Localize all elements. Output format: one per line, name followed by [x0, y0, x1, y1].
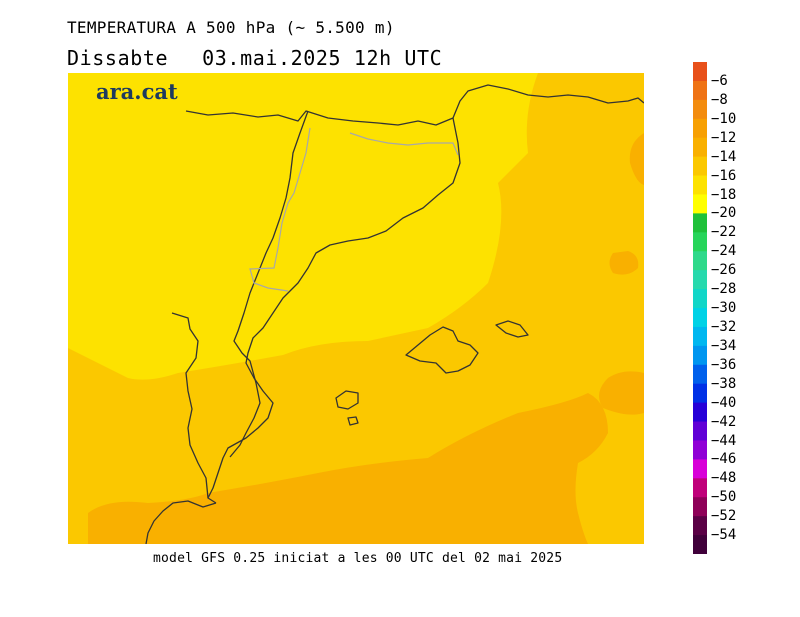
map-subtitle: Dissabte 03.mai.2025 12h UTC [67, 46, 442, 70]
colorbar-label: −14 [711, 148, 737, 165]
colorbar-swatch [693, 251, 707, 271]
western-border-line [229, 110, 309, 458]
colorbar-swatch [693, 402, 707, 423]
colorbar-label: −18 [711, 186, 737, 203]
colorbar-label: −6 [711, 72, 728, 89]
colorbar-swatch [693, 213, 707, 233]
colorbar-swatch [693, 175, 707, 195]
forecast-day: Dissabte [67, 46, 169, 70]
colorbar-swatch [693, 345, 707, 366]
colorbar-label: −32 [711, 318, 737, 335]
colorbar-swatch [693, 232, 707, 252]
colorbar-label: −36 [711, 356, 737, 373]
northern-border-line [185, 84, 644, 126]
colorbar-swatch [693, 459, 707, 479]
temp-zone-minus14-mid [609, 251, 639, 275]
colorbar-label: −10 [711, 110, 737, 127]
colorbar-label: −22 [711, 224, 737, 241]
colorbar-swatch [693, 421, 707, 441]
catalonia-border [249, 127, 311, 292]
colorbar-swatch [693, 478, 707, 498]
inland-border-west [171, 312, 209, 499]
colorbar-swatch [693, 383, 707, 404]
colorbar-swatch [693, 497, 707, 517]
colorbar-swatch [693, 137, 707, 158]
colorbar-swatch [693, 80, 707, 101]
colorbar-label: −28 [711, 281, 737, 298]
temp-zone-minus14 [88, 393, 608, 544]
colorbar-label: −42 [711, 413, 737, 430]
temp-zone-minus14-east [599, 371, 644, 415]
temp-zone-minus14-ne [629, 133, 644, 185]
catalan-coastline [207, 117, 461, 504]
colorbar-swatch [693, 62, 707, 82]
colorbar-label: −30 [711, 300, 737, 316]
colorbar-swatch [693, 194, 707, 214]
colorbar-label: −46 [711, 451, 737, 468]
mallorca-island [405, 326, 479, 374]
colorbar-swatch [693, 516, 707, 536]
temperature-map [68, 73, 644, 544]
colorbar-label: −52 [711, 508, 737, 525]
colorbar-label: −44 [711, 432, 737, 449]
spanish-coastline-south [145, 500, 217, 544]
colorbar-label: −38 [711, 375, 737, 392]
colorbar-swatch [693, 326, 707, 347]
formentera-island [347, 416, 359, 426]
colorbar-swatch [693, 440, 707, 460]
colorbar-label: −48 [711, 470, 737, 487]
colorbar-label: −34 [711, 337, 737, 354]
ibiza-island [335, 390, 359, 410]
ara-cat-logo: ara.cat [96, 79, 178, 104]
colorbar-label: −40 [711, 394, 737, 411]
menorca-island [495, 320, 529, 338]
colorbar-label: −20 [711, 205, 737, 222]
map-title: TEMPERATURA A 500 hPa (~ 5.500 m) [67, 18, 395, 37]
colorbar-label: −50 [711, 489, 737, 506]
colorbar-swatch [693, 289, 707, 309]
colorbar-swatch [693, 364, 707, 385]
colorbar-label: −54 [711, 527, 737, 544]
colorbar-swatch [693, 535, 707, 554]
model-info-footer: model GFS 0.25 iniciat a les 00 UTC del … [153, 551, 563, 566]
forecast-datetime: 03.mai.2025 12h UTC [202, 46, 443, 70]
colorbar-label: −16 [711, 167, 737, 184]
colorbar-swatch [693, 156, 707, 177]
temperature-colorbar [693, 62, 707, 554]
colorbar-label: −26 [711, 262, 737, 279]
colorbar-swatch [693, 99, 707, 120]
colorbar-swatch [693, 118, 707, 139]
colorbar-label: −24 [711, 243, 737, 260]
catalonia-north-border [349, 132, 459, 156]
colorbar-label: −12 [711, 129, 737, 146]
colorbar-swatch [693, 270, 707, 290]
colorbar-swatch [693, 308, 707, 328]
colorbar-label: −8 [711, 91, 728, 108]
